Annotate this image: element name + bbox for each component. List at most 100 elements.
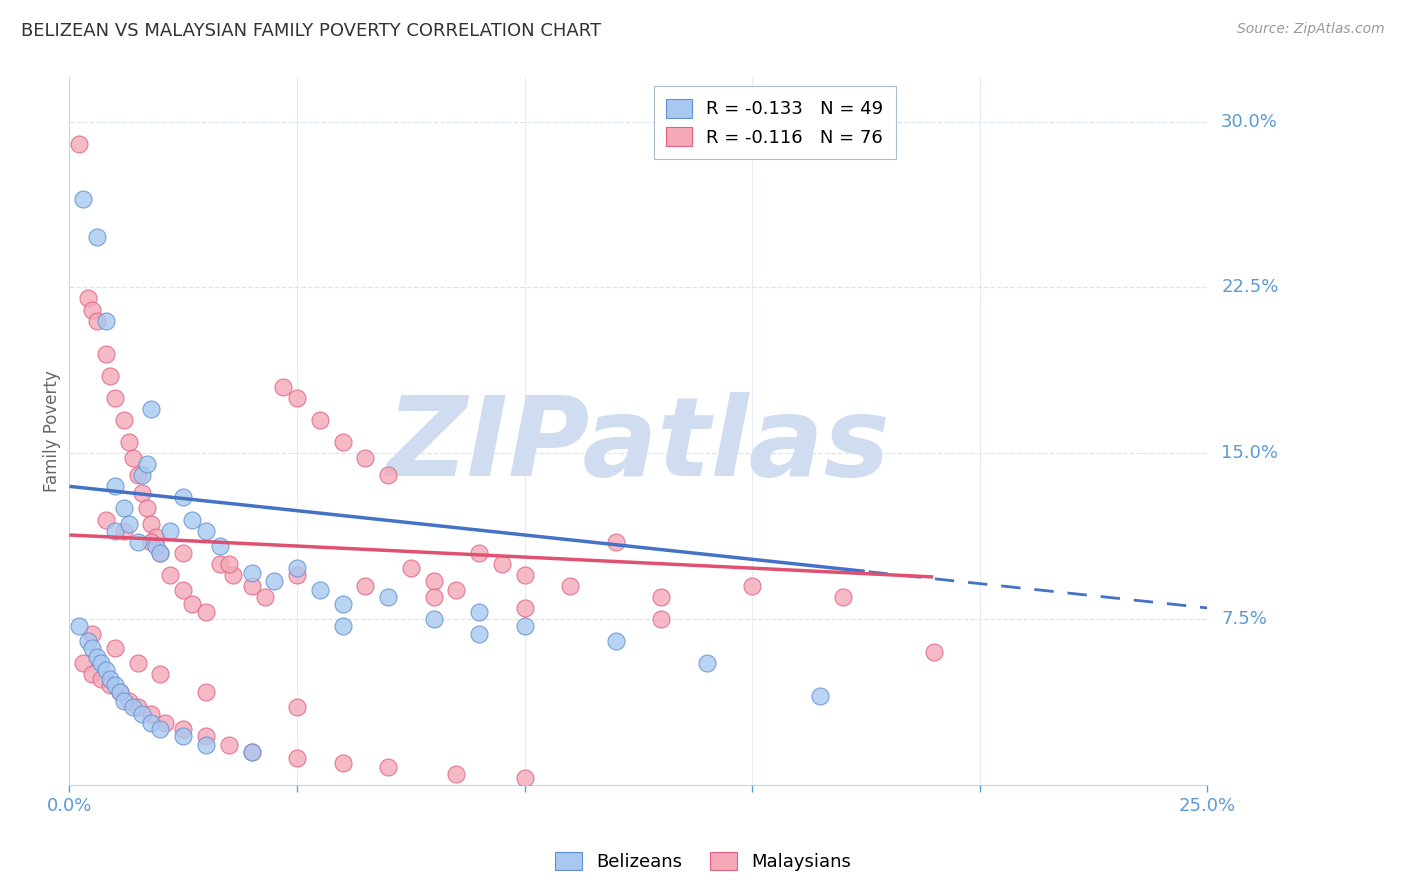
Point — [172, 723, 194, 737]
Point — [399, 561, 422, 575]
Point — [468, 546, 491, 560]
Point — [86, 229, 108, 244]
Point — [195, 729, 218, 743]
Point — [263, 574, 285, 589]
Point — [240, 745, 263, 759]
Point — [468, 627, 491, 641]
Point — [422, 574, 444, 589]
Point — [377, 590, 399, 604]
Point — [131, 468, 153, 483]
Point — [422, 612, 444, 626]
Point — [513, 618, 536, 632]
Text: 7.5%: 7.5% — [1222, 610, 1267, 628]
Point — [94, 663, 117, 677]
Point — [218, 557, 240, 571]
Point — [100, 368, 122, 383]
Point — [104, 524, 127, 538]
Point — [308, 413, 330, 427]
Point — [172, 729, 194, 743]
Point — [159, 524, 181, 538]
Point — [131, 486, 153, 500]
Point — [82, 640, 104, 655]
Point — [159, 567, 181, 582]
Point — [108, 685, 131, 699]
Point — [513, 771, 536, 785]
Text: ZIPatlas: ZIPatlas — [387, 392, 890, 499]
Point — [696, 656, 718, 670]
Point — [141, 715, 163, 730]
Text: BELIZEAN VS MALAYSIAN FAMILY POVERTY CORRELATION CHART: BELIZEAN VS MALAYSIAN FAMILY POVERTY COR… — [21, 22, 602, 40]
Point — [149, 723, 172, 737]
Point — [308, 583, 330, 598]
Point — [254, 590, 277, 604]
Point — [240, 745, 263, 759]
Point — [446, 583, 468, 598]
Point — [94, 512, 117, 526]
Point — [112, 524, 135, 538]
Point — [922, 645, 945, 659]
Point — [172, 546, 194, 560]
Point — [195, 738, 218, 752]
Point — [86, 649, 108, 664]
Point — [240, 579, 263, 593]
Point — [149, 546, 172, 560]
Point — [67, 618, 90, 632]
Point — [127, 656, 149, 670]
Point — [141, 516, 163, 531]
Point — [145, 530, 167, 544]
Point — [741, 579, 763, 593]
Point — [127, 534, 149, 549]
Point — [172, 491, 194, 505]
Point — [76, 292, 98, 306]
Point — [285, 751, 308, 765]
Point — [100, 678, 122, 692]
Legend: Belizeans, Malaysians: Belizeans, Malaysians — [548, 845, 858, 879]
Point — [117, 516, 139, 531]
Y-axis label: Family Poverty: Family Poverty — [44, 370, 60, 492]
Point — [76, 634, 98, 648]
Point — [377, 468, 399, 483]
Point — [354, 579, 377, 593]
Point — [605, 534, 627, 549]
Point — [149, 667, 172, 681]
Point — [135, 457, 157, 471]
Point — [332, 618, 354, 632]
Point — [135, 501, 157, 516]
Text: 22.5%: 22.5% — [1222, 278, 1278, 296]
Point — [172, 583, 194, 598]
Point — [141, 706, 163, 721]
Point — [810, 690, 832, 704]
Point — [72, 656, 94, 670]
Point — [195, 685, 218, 699]
Point — [513, 601, 536, 615]
Text: Source: ZipAtlas.com: Source: ZipAtlas.com — [1237, 22, 1385, 37]
Point — [285, 700, 308, 714]
Point — [222, 567, 245, 582]
Point — [94, 313, 117, 327]
Point — [491, 557, 513, 571]
Point — [104, 479, 127, 493]
Point — [468, 605, 491, 619]
Point — [108, 685, 131, 699]
Point — [104, 640, 127, 655]
Point — [650, 590, 672, 604]
Point — [181, 597, 204, 611]
Point — [145, 539, 167, 553]
Point — [117, 694, 139, 708]
Point — [558, 579, 581, 593]
Point — [332, 435, 354, 450]
Point — [94, 347, 117, 361]
Text: 15.0%: 15.0% — [1222, 444, 1278, 462]
Point — [112, 501, 135, 516]
Point — [285, 391, 308, 405]
Point — [208, 557, 231, 571]
Point — [218, 738, 240, 752]
Point — [153, 715, 176, 730]
Point — [122, 450, 145, 465]
Point — [285, 561, 308, 575]
Point — [82, 667, 104, 681]
Point — [100, 672, 122, 686]
Point — [131, 706, 153, 721]
Text: 30.0%: 30.0% — [1222, 112, 1278, 130]
Point — [90, 672, 112, 686]
